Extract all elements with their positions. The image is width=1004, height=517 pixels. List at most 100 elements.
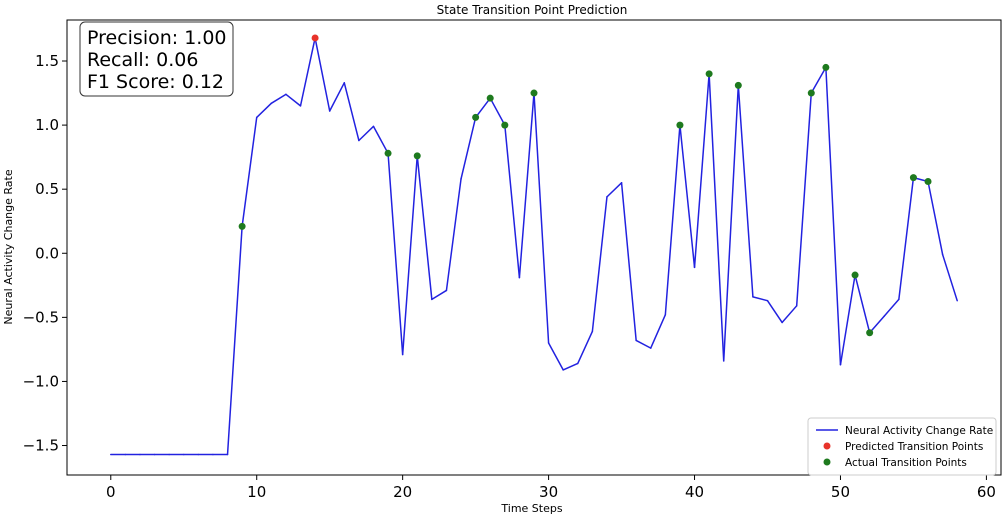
activity-line-segment	[328, 82, 346, 112]
actual-point	[866, 329, 874, 337]
x-tick-label: 60	[977, 483, 996, 501]
activity-line-segment	[547, 342, 564, 371]
actual-point	[909, 174, 917, 182]
y-tick-label: 0.5	[35, 180, 59, 198]
activity-line-segment	[401, 155, 418, 356]
legend-predicted-swatch	[823, 442, 831, 450]
actual-point	[238, 222, 246, 230]
actual-point	[734, 81, 742, 89]
actual-point	[486, 94, 494, 102]
x-tick-label: 10	[247, 483, 266, 501]
activity-line-segment	[431, 289, 448, 301]
activity-line-segment	[898, 176, 915, 301]
activity-line-segment	[299, 37, 316, 107]
legend-actual-swatch	[823, 458, 831, 466]
y-tick-label: −1.0	[23, 372, 59, 390]
activity-line-segment	[650, 314, 667, 349]
f1-score-text: F1 Score: 0.12	[87, 71, 224, 93]
activity-line-segment	[358, 125, 375, 142]
y-tick-label: −1.5	[23, 437, 59, 455]
x-tick-label: 40	[685, 483, 704, 501]
activity-line-segment	[241, 116, 258, 228]
activity-line-segment	[489, 97, 506, 126]
activity-line-segment	[795, 92, 813, 307]
activity-line-segment	[752, 296, 769, 302]
activity-line-segment	[941, 253, 958, 302]
activity-line-segment	[314, 37, 331, 112]
legend-frame	[807, 417, 997, 476]
y-tick-label: 1.5	[35, 52, 59, 70]
series-actual-points	[238, 63, 932, 337]
activity-line-segment	[474, 97, 491, 119]
recall-text: Recall: 0.06	[87, 49, 198, 71]
precision-text: Precision: 1.00	[87, 27, 227, 49]
activity-line-segment	[825, 66, 842, 366]
activity-line-segment	[460, 116, 477, 180]
actual-point	[851, 271, 859, 279]
y-axis-title: Neural Activity Change Rate	[2, 169, 15, 324]
series-line-activity	[110, 37, 958, 456]
predicted-point	[311, 34, 319, 42]
actual-point	[807, 89, 815, 97]
y-tick-label: 0.0	[35, 244, 59, 262]
activity-line-segment	[504, 124, 521, 279]
activity-line-segment	[372, 125, 389, 155]
activity-line-segment	[226, 225, 243, 456]
x-tick-label: 20	[393, 483, 412, 501]
activity-line-segment	[533, 92, 550, 344]
series-predicted-points	[311, 34, 319, 42]
actual-point	[472, 113, 480, 121]
activity-line-segment	[708, 73, 725, 362]
actual-point	[501, 121, 509, 129]
activity-line-segment	[781, 305, 798, 324]
activity-line-segment	[577, 330, 594, 365]
activity-line-segment	[562, 362, 579, 371]
activity-line-segment	[416, 155, 433, 301]
x-axis-title: Time Steps	[500, 502, 562, 515]
activity-line-segment	[606, 182, 623, 198]
actual-point	[676, 121, 684, 129]
activity-line-segment	[839, 274, 856, 366]
activity-line-segment	[693, 73, 710, 269]
activity-line-segment	[635, 339, 652, 349]
legend-label-activity: Neural Activity Change Rate	[845, 425, 993, 437]
actual-point	[413, 152, 421, 160]
x-tick-label: 30	[539, 483, 558, 501]
activity-line-segment	[722, 84, 740, 362]
activity-line-segment	[927, 180, 944, 256]
activity-line-segment	[518, 92, 535, 279]
activity-line-segment	[664, 124, 681, 316]
activity-line-segment	[620, 182, 637, 342]
x-tick-label: 50	[831, 483, 850, 501]
actual-point	[384, 149, 392, 157]
y-tick-label: −0.5	[23, 308, 59, 326]
legend-label-actual: Actual Transition Points	[845, 457, 967, 469]
activity-line-segment	[285, 93, 302, 107]
metrics-box: Precision: 1.00 Recall: 0.06 F1 Score: 0…	[79, 21, 234, 97]
chart-title: State Transition Point Prediction	[437, 3, 628, 17]
actual-point	[822, 63, 830, 71]
metrics-box-frame	[79, 21, 234, 97]
activity-line-segment	[883, 298, 900, 317]
activity-line-segment	[343, 82, 360, 142]
plot-area	[110, 34, 958, 456]
actual-point	[705, 70, 713, 78]
plot-frame	[66, 19, 1002, 476]
actual-point	[924, 177, 932, 185]
activity-line-segment	[255, 102, 273, 119]
activity-line-segment	[387, 152, 404, 356]
axes: 0 10 20 30 40 50 60 −1.5 −1.0 −0.5 0.0 0.5 1.0 1.5	[23, 19, 1002, 501]
activity-line-segment	[854, 274, 871, 334]
activity-line-segment	[766, 299, 783, 324]
legend: Neural Activity Change Rate Predicted Tr…	[807, 417, 997, 476]
legend-label-predicted: Predicted Transition Points	[845, 441, 983, 453]
actual-point	[530, 89, 538, 97]
activity-line-segment	[868, 315, 885, 334]
activity-line-segment	[679, 124, 696, 269]
x-tick-label: 0	[106, 483, 116, 501]
activity-line-segment	[737, 84, 754, 298]
activity-line-segment	[591, 196, 608, 333]
y-tick-label: 1.0	[35, 116, 59, 134]
activity-line-segment	[445, 178, 462, 292]
